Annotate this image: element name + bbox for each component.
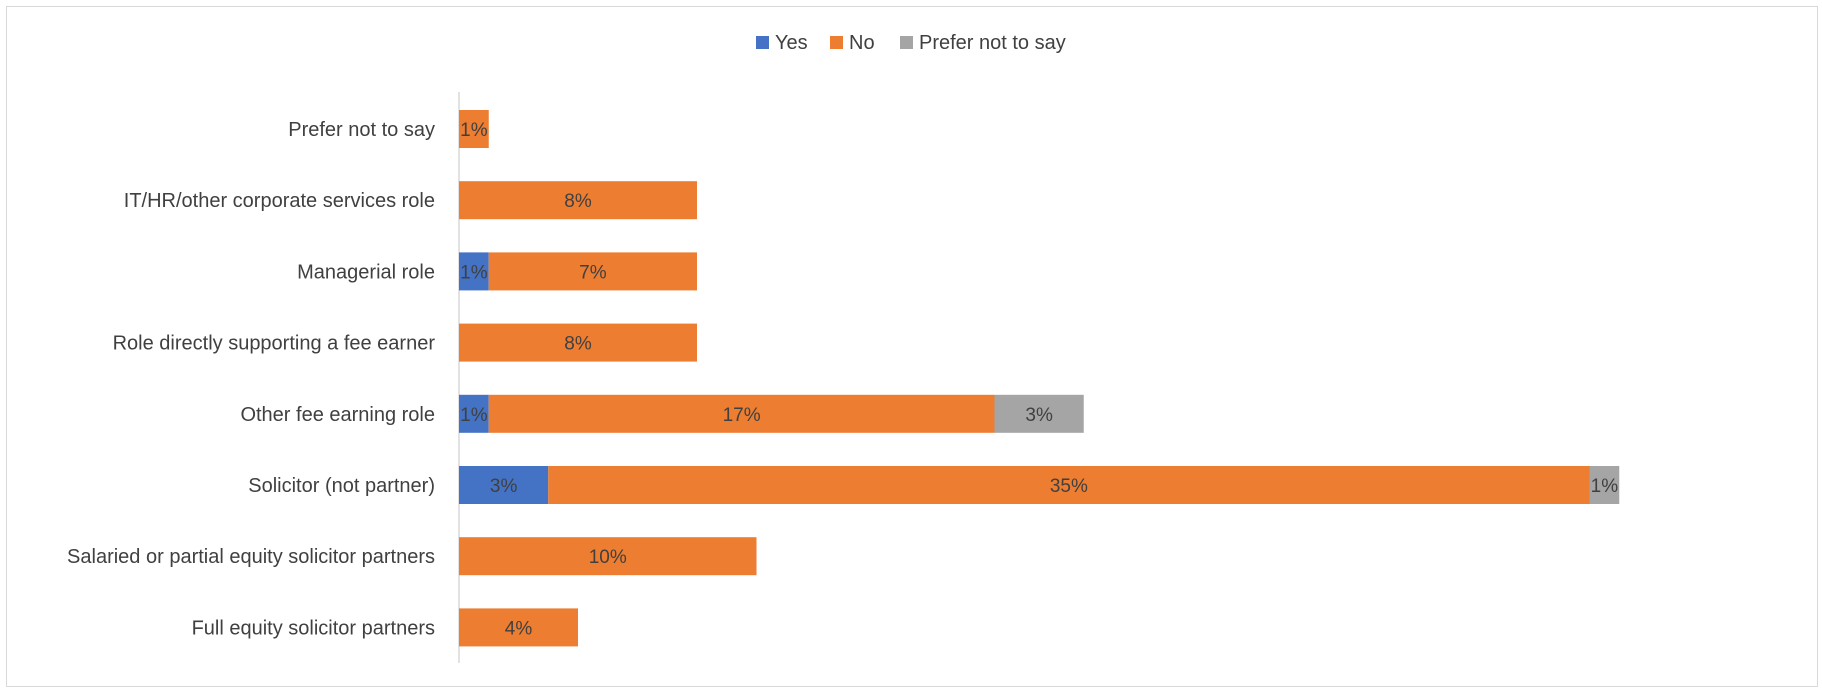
category-label-it-hr-other-corporate-services-role: IT/HR/other corporate services role — [124, 190, 435, 212]
chart-frame — [6, 6, 1818, 687]
bar-no-it-hr-other-corporate-services-role — [459, 181, 697, 220]
data-labels: 1% 8% 1% 7% 8% 1% 17% 3% 3% 35% 1% 10% 4% — [460, 120, 1618, 639]
bar-yes-solicitor-not-partner — [459, 466, 549, 504]
bar-yes-managerial-role — [459, 252, 489, 291]
bar-no-role-directly-supporting-a-fee-earner — [459, 323, 697, 362]
data-label-yes-solicitor-not-partner: 3% — [490, 476, 518, 497]
legend-label-prefer-not-to-say: Prefer not to say — [919, 32, 1066, 54]
legend-swatch-prefer-not-to-say — [900, 36, 913, 49]
category-labels: Prefer not to say IT/HR/other corporate s… — [67, 119, 435, 639]
legend-swatch-yes — [756, 36, 769, 49]
bars — [459, 110, 1620, 647]
category-label-other-fee-earning-role: Other fee earning role — [240, 404, 435, 426]
data-label-prefer-not-to-say-solicitor-not-partner: 1% — [1591, 476, 1619, 497]
data-label-no-managerial-role: 7% — [579, 262, 607, 283]
category-label-prefer-not-to-say: Prefer not to say — [288, 119, 435, 141]
bar-no-solicitor-not-partner — [548, 466, 1590, 504]
bar-yes-other-fee-earning-role — [459, 394, 489, 433]
data-label-no-solicitor-not-partner: 35% — [1050, 476, 1088, 497]
category-label-role-directly-supporting-a-fee-earner: Role directly supporting a fee earner — [113, 333, 436, 355]
data-label-no-role-directly-supporting-a-fee-earner: 8% — [564, 334, 592, 355]
category-label-full-equity-solicitor-partners: Full equity solicitor partners — [192, 617, 435, 639]
legend-label-yes: Yes — [775, 32, 808, 54]
data-label-prefer-not-to-say-other-fee-earning-role: 3% — [1025, 405, 1053, 426]
category-label-managerial-role: Managerial role — [297, 261, 435, 283]
data-label-no-full-equity-solicitor-partners: 4% — [505, 618, 533, 639]
data-label-no-it-hr-other-corporate-services-role: 8% — [564, 191, 592, 212]
bar-no-managerial-role — [488, 252, 697, 291]
category-label-solicitor-not-partner: Solicitor (not partner) — [248, 475, 435, 497]
category-label-salaried-or-partial-equity-solicitor-partners: Salaried or partial equity solicitor par… — [67, 546, 435, 568]
data-label-yes-other-fee-earning-role: 1% — [460, 405, 488, 426]
legend-label-no: No — [849, 32, 875, 54]
bar-prefer-not-to-say-solicitor-not-partner — [1589, 466, 1620, 504]
legend-swatch-no — [830, 36, 843, 49]
data-label-yes-managerial-role: 1% — [460, 262, 488, 283]
bar-no-salaried-or-partial-equity-solicitor-partners — [459, 537, 757, 576]
bar-no-prefer-not-to-say — [459, 110, 489, 148]
data-label-no-prefer-not-to-say: 1% — [460, 120, 488, 141]
data-label-no-other-fee-earning-role: 17% — [723, 405, 761, 426]
bar-no-other-fee-earning-role — [488, 394, 995, 433]
data-label-no-salaried-or-partial-equity-solicitor-partners: 10% — [589, 547, 627, 568]
bar-no-full-equity-solicitor-partners — [459, 608, 578, 647]
legend: Yes No Prefer not to say — [756, 32, 1066, 54]
bar-prefer-not-to-say-other-fee-earning-role — [994, 394, 1084, 433]
